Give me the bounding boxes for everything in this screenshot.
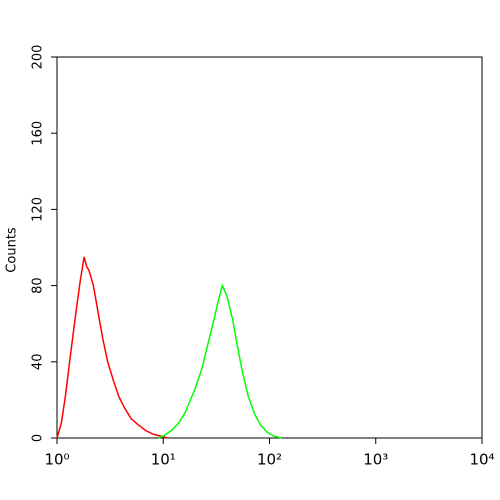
y-tick-label: 40 — [31, 354, 46, 371]
y-tick-label: 80 — [31, 277, 46, 294]
x-tick-label: 10¹ — [151, 451, 176, 469]
y-tick-label: 120 — [31, 197, 46, 222]
histogram-line — [56, 256, 168, 439]
y-tick-label: 0 — [31, 434, 46, 442]
y-axis-label: Counts — [5, 227, 20, 273]
plot-frame — [56, 56, 483, 439]
x-tick-label: 10⁰ — [44, 451, 69, 469]
x-tick-label: 10² — [257, 451, 282, 469]
x-tick-label: 10⁴ — [469, 451, 494, 469]
y-tick-label: 160 — [31, 121, 46, 146]
y-tick-label: 200 — [31, 45, 46, 70]
histogram-line — [158, 283, 282, 439]
x-tick-label: 10³ — [363, 451, 388, 469]
